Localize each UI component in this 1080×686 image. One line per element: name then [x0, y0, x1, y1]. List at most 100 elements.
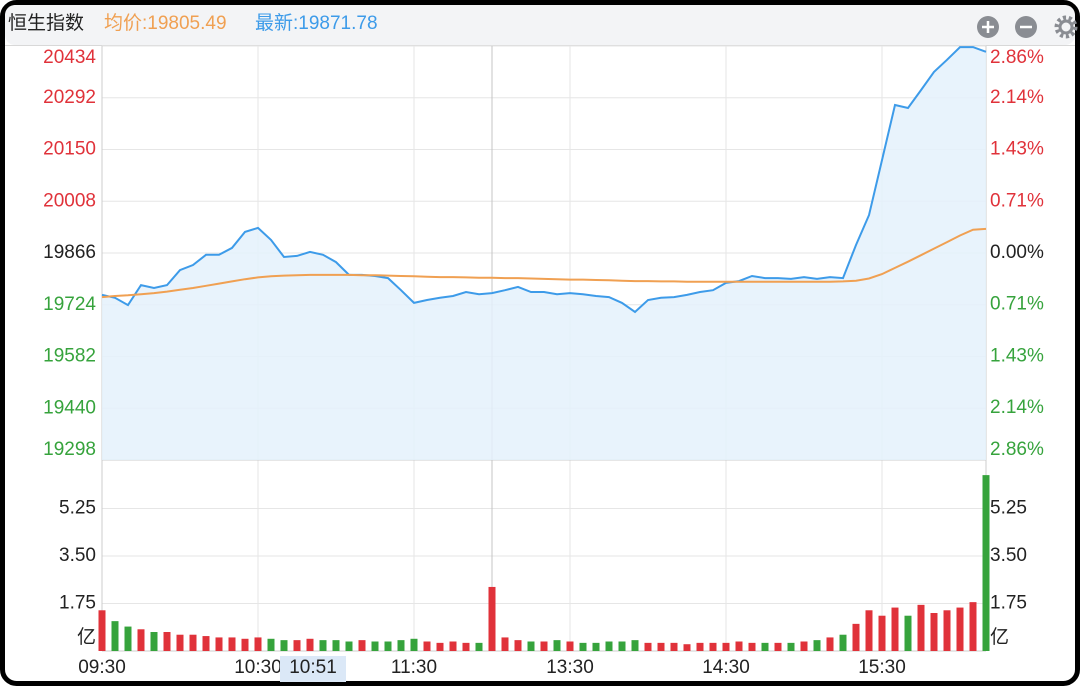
x-tick-label: 13:30 — [546, 657, 594, 678]
volume-bar — [397, 640, 405, 651]
volume-tick-label: 3.50 — [59, 545, 96, 566]
volume-bar — [124, 626, 132, 651]
volume-bar — [488, 586, 496, 651]
volume-bar — [163, 632, 171, 651]
volume-bar — [579, 642, 587, 651]
volume-bar — [436, 642, 444, 651]
volume-bar — [293, 640, 301, 651]
volume-bar — [709, 642, 717, 651]
volume-bar — [553, 640, 561, 651]
volume-tick-label: 5.25 — [990, 498, 1027, 519]
volume-bar — [410, 638, 418, 651]
volume-tick-label: 亿 — [990, 626, 1009, 648]
volume-bar — [631, 640, 639, 651]
y-tick-label: 20434 — [43, 47, 96, 68]
volume-bar — [202, 636, 210, 651]
volume-bar — [228, 637, 236, 651]
volume-bar — [176, 634, 184, 651]
chart-title: 恒生指数 — [8, 12, 84, 34]
volume-bar — [319, 640, 327, 651]
volume-bar — [332, 640, 340, 651]
y2-tick-label: 1.43% — [990, 346, 1044, 367]
cursor-label: 10:51 — [289, 657, 337, 678]
y-tick-label: 20150 — [43, 139, 96, 160]
volume-bar — [956, 607, 964, 651]
volume-bar — [865, 610, 873, 651]
volume-bar — [761, 642, 769, 651]
zoom-in-button[interactable] — [977, 16, 999, 38]
volume-bar — [501, 637, 509, 651]
volume-bar — [943, 610, 951, 651]
volume-bar — [800, 641, 808, 651]
volume-bar — [358, 640, 366, 651]
volume-bar — [969, 602, 977, 651]
volume-bar — [371, 641, 379, 651]
volume-bar — [644, 642, 652, 651]
y2-tick-label: 2.86% — [990, 47, 1044, 68]
volume-bar — [735, 641, 743, 651]
volume-bar — [696, 642, 704, 651]
price-area — [102, 47, 986, 460]
y-tick-label: 20008 — [43, 190, 96, 211]
price-line — [101, 46, 987, 314]
x-tick-label: 15:30 — [858, 657, 906, 678]
volume-bar — [826, 637, 834, 651]
y2-tick-label: 0.71% — [990, 191, 1044, 212]
volume-bar — [982, 475, 990, 651]
volume-bar — [618, 641, 626, 651]
volume-bar — [475, 642, 483, 651]
average-price: 均价:19805.49 — [104, 12, 227, 34]
y-tick-label: 20292 — [43, 87, 96, 108]
volume-bar — [280, 640, 288, 651]
volume-tick-label: 1.75 — [59, 593, 96, 614]
y2-tick-label: 0.00% — [990, 242, 1044, 263]
volume-bar — [384, 641, 392, 651]
volume-bar — [254, 637, 262, 651]
volume-bar — [566, 641, 574, 651]
volume-bar — [540, 641, 548, 651]
y2-tick-label: 2.86% — [990, 439, 1044, 460]
volume-bar — [306, 638, 314, 651]
y2-tick-label: 2.14% — [990, 397, 1044, 418]
volume-bar — [748, 642, 756, 651]
volume-bar — [683, 644, 691, 651]
volume-bar — [670, 642, 678, 651]
volume-bar — [878, 615, 886, 651]
volume-bar — [657, 642, 665, 651]
volume-bar — [813, 640, 821, 651]
volume-bar — [137, 629, 145, 651]
zoom-out-button[interactable] — [1015, 16, 1037, 38]
x-tick-label: 09:30 — [78, 657, 126, 678]
volume-bar — [722, 642, 730, 651]
x-tick-label: 11:30 — [391, 657, 437, 678]
y2-tick-label: 2.14% — [990, 87, 1044, 108]
y-tick-label: 19298 — [43, 439, 96, 460]
volume-bar — [150, 632, 158, 651]
volume-bar — [605, 641, 613, 651]
x-tick-label: 14:30 — [702, 657, 750, 678]
volume-bar — [215, 637, 223, 651]
y2-tick-label: 1.43% — [990, 139, 1044, 160]
settings-button[interactable] — [1054, 15, 1078, 39]
plot-area: 19298 19440 19582 19724 19866 20008 20150 20292… — [43, 45, 1044, 682]
volume-bar — [930, 613, 938, 651]
volume-bar — [592, 642, 600, 651]
y-tick-label: 19582 — [43, 346, 96, 367]
volume-tick-label: 亿 — [77, 626, 96, 648]
cursor-label-bg — [280, 656, 346, 682]
volume-bar — [852, 623, 860, 651]
volume-bar — [111, 621, 119, 651]
y-tick-label: 19866 — [43, 242, 96, 263]
volume-bar — [345, 641, 353, 651]
y2-tick-label: 0.71% — [990, 293, 1044, 314]
average-line — [101, 227, 987, 299]
volume-bar — [98, 610, 106, 651]
header-bar — [5, 5, 1075, 45]
volume-tick-label: 1.75 — [990, 593, 1027, 614]
volume-tick-label: 3.50 — [990, 545, 1027, 566]
volume-bar — [241, 638, 249, 651]
volume-bar — [449, 641, 457, 651]
volume-bar — [839, 634, 847, 651]
volume-bar — [917, 604, 925, 651]
volume-bar — [423, 641, 431, 651]
